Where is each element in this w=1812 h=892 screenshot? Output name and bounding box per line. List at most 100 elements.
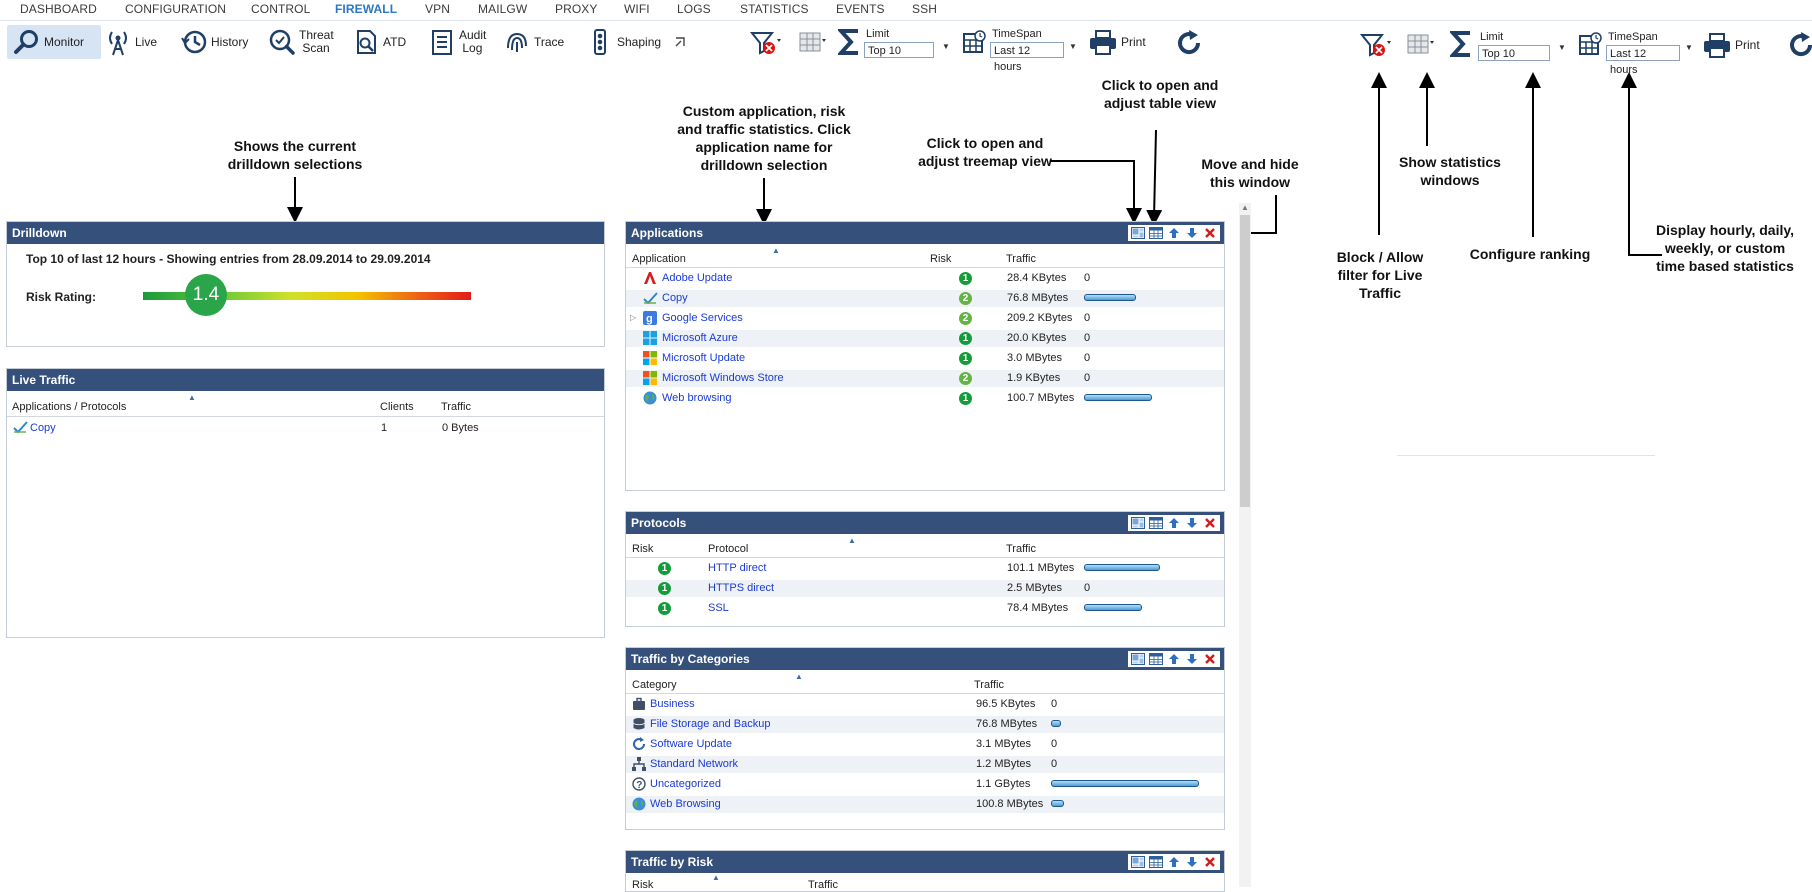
menu-item-mailgw[interactable]: MAILGW [478,2,528,16]
column-header-clients[interactable]: Clients [380,401,414,413]
treemap-view-icon[interactable] [1130,225,1146,241]
column-header-risk[interactable]: Risk [930,253,952,265]
table-row[interactable]: 1 SSL 78.4 MBytes [626,600,1224,617]
menu-item-events[interactable]: EVENTS [836,2,885,16]
print-button[interactable]: Print [1702,28,1760,62]
application-name[interactable]: Microsoft Azure [662,332,738,344]
treemap-view-icon[interactable] [1130,854,1146,870]
refresh-icon[interactable] [1786,30,1812,63]
table-row[interactable]: ? Uncategorized 1.1 GBytes [626,776,1224,793]
menu-item-control[interactable]: CONTROL [251,2,311,16]
category-name[interactable]: Web Browsing [650,798,721,810]
protocol-name[interactable]: SSL [708,602,729,614]
move-down-icon[interactable] [1184,515,1200,531]
scrollbar-thumb[interactable] [1240,215,1250,507]
live-button[interactable]: Live [104,25,157,59]
application-name[interactable]: Microsoft Update [662,352,746,364]
limit-dropdown-caret[interactable]: ▼ [942,42,950,51]
table-view-icon[interactable] [1148,225,1164,241]
move-up-icon[interactable] [1166,515,1182,531]
expand-icon[interactable] [675,36,685,50]
menu-item-configuration[interactable]: CONFIGURATION [125,2,227,16]
print-button[interactable]: Print [1088,25,1146,59]
menu-item-wifi[interactable]: WIFI [624,2,650,16]
close-icon[interactable] [1202,515,1218,531]
timespan-dropdown-caret[interactable]: ▼ [1069,42,1077,51]
application-name[interactable]: Microsoft Windows Store [662,372,784,384]
table-row[interactable]: Microsoft Azure 1 20.0 KBytes 0 [626,330,1224,347]
table-row[interactable]: Microsoft Windows Store 2 1.9 KBytes 0 [626,370,1224,387]
column-header-risk[interactable]: Risk [632,879,654,891]
application-name[interactable]: Google Services [662,312,743,324]
table-row[interactable]: Copy 1 0 Bytes [7,420,604,437]
column-header-risk[interactable]: Risk [632,543,654,555]
timespan-select[interactable]: Last 12 hours [1606,45,1680,76]
statistics-windows-icon[interactable] [798,30,826,59]
move-up-icon[interactable] [1166,225,1182,241]
table-row[interactable]: Software Update 3.1 MBytes 0 [626,736,1224,753]
trace-button[interactable]: Trace [503,25,564,59]
category-name[interactable]: Uncategorized [650,778,721,790]
column-header-protocol[interactable]: Protocol [708,543,749,555]
menu-item-logs[interactable]: LOGS [677,2,711,16]
menu-item-statistics[interactable]: STATISTICS [740,2,809,16]
table-row[interactable]: Web browsing 1 100.7 MBytes [626,390,1224,407]
table-row[interactable]: 1 HTTP direct 101.1 MBytes [626,560,1224,577]
filter-block-icon[interactable] [1359,32,1392,61]
move-up-icon[interactable] [1166,854,1182,870]
statistics-windows-icon[interactable] [1406,32,1434,61]
table-row[interactable]: Web Browsing 100.8 MBytes [626,796,1224,813]
live-traffic-application-name[interactable]: Copy [30,422,56,434]
monitor-button[interactable]: Monitor [7,25,101,59]
close-icon[interactable] [1202,225,1218,241]
column-header-traffic[interactable]: Traffic [441,401,471,413]
limit-select[interactable]: Top 10 [1478,45,1550,61]
menu-item-dashboard[interactable]: DASHBOARD [20,2,97,16]
table-row[interactable]: File Storage and Backup 76.8 MBytes [626,716,1224,733]
filter-block-icon[interactable] [749,30,782,59]
move-down-icon[interactable] [1184,854,1200,870]
table-row[interactable]: Copy 2 76.8 MBytes [626,290,1224,307]
limit-select[interactable]: Top 10 [864,42,934,58]
atd-button[interactable]: ATD [352,25,406,59]
history-button[interactable]: History [180,25,248,59]
category-name[interactable]: File Storage and Backup [650,718,771,730]
application-name[interactable]: Copy [662,292,688,304]
table-row[interactable]: Adobe Update 1 28.4 KBytes 0 [626,270,1224,287]
timespan-dropdown-caret[interactable]: ▼ [1685,43,1693,52]
table-view-icon[interactable] [1148,515,1164,531]
limit-dropdown-caret[interactable]: ▼ [1558,43,1566,52]
move-up-icon[interactable] [1166,651,1182,667]
close-icon[interactable] [1202,854,1218,870]
treemap-view-icon[interactable] [1130,651,1146,667]
move-down-icon[interactable] [1184,225,1200,241]
menu-item-firewall[interactable]: FIREWALL [335,2,398,16]
audit-log-button[interactable]: Audit Log [428,25,486,59]
move-down-icon[interactable] [1184,651,1200,667]
application-name[interactable]: Web browsing [662,392,732,404]
shaping-button[interactable]: Shaping [586,25,661,59]
table-row[interactable]: 1 HTTPS direct 2.5 MBytes 0 [626,580,1224,597]
table-view-icon[interactable] [1148,651,1164,667]
close-icon[interactable] [1202,651,1218,667]
menu-item-proxy[interactable]: PROXY [555,2,598,16]
category-name[interactable]: Software Update [650,738,732,750]
threat-scan-button[interactable]: Threat Scan [268,25,334,59]
column-header-application[interactable]: Application [632,253,686,265]
column-header-traffic[interactable]: Traffic [974,679,1004,691]
table-view-icon[interactable] [1148,854,1164,870]
application-name[interactable]: Adobe Update [662,272,733,284]
column-header-category[interactable]: Category [632,679,677,691]
column-header-applications[interactable]: Applications / Protocols [12,401,127,413]
protocol-name[interactable]: HTTP direct [708,562,767,574]
menu-item-ssh[interactable]: SSH [912,2,937,16]
category-name[interactable]: Business [650,698,695,710]
category-name[interactable]: Standard Network [650,758,739,770]
expand-arrow-icon[interactable]: ▷ [630,313,637,322]
table-row[interactable]: Standard Network 1.2 MBytes 0 [626,756,1224,773]
table-row[interactable]: ▷ g Google Services 2 209.2 KBytes 0 [626,310,1224,327]
table-row[interactable]: Microsoft Update 1 3.0 MBytes 0 [626,350,1224,367]
column-header-traffic[interactable]: Traffic [1006,543,1036,555]
scroll-up-arrow[interactable]: ▲ [1241,203,1249,212]
scrollbar-track[interactable]: ▲ [1239,203,1251,887]
